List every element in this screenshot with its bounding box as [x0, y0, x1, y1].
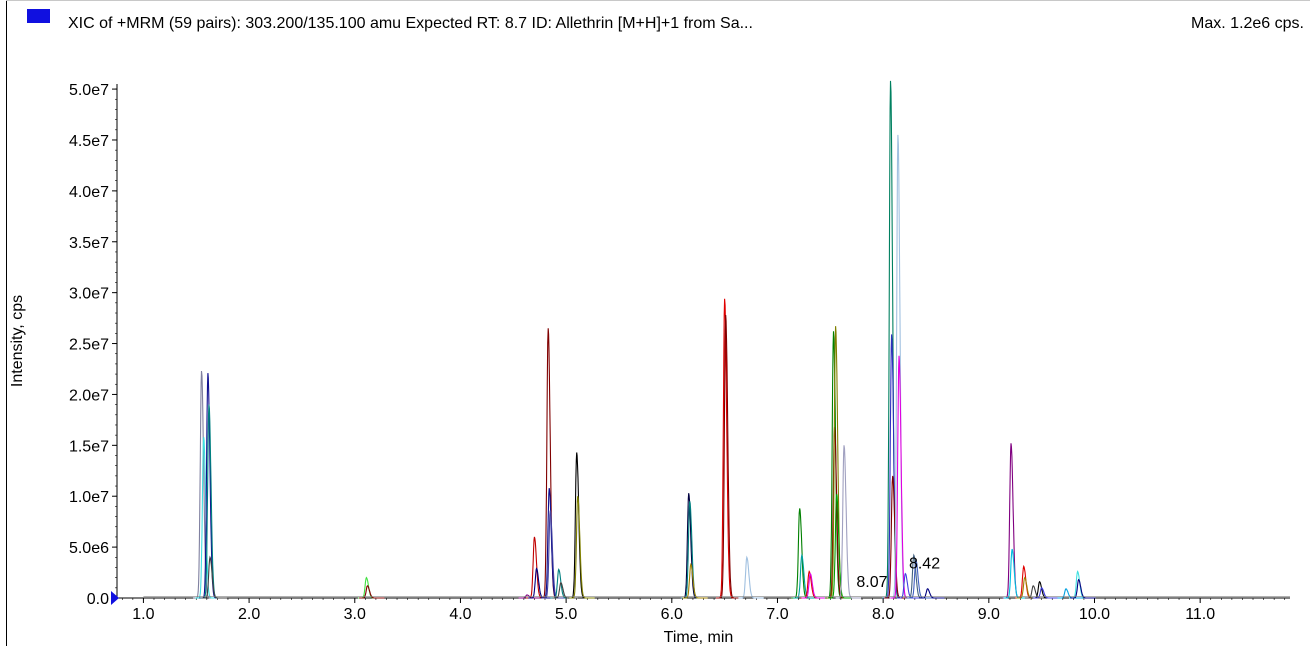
- peak-trace[interactable]: [528, 567, 554, 599]
- x-tick-label: 6.0: [661, 606, 683, 623]
- peak-trace[interactable]: [907, 558, 933, 599]
- y-tick-label: 5.0e7: [69, 82, 109, 99]
- y-tick-label: 1.5e7: [69, 438, 109, 455]
- peak-trace[interactable]: [540, 488, 567, 599]
- peak-trace[interactable]: [919, 588, 945, 599]
- peak-trace[interactable]: [896, 572, 923, 599]
- peak-trace[interactable]: [793, 553, 819, 599]
- peak-trace[interactable]: [717, 314, 743, 599]
- peak-traces: [143, 80, 1290, 599]
- peak-trace[interactable]: [801, 572, 828, 599]
- x-tick-label: 4.0: [449, 606, 471, 623]
- peak-trace[interactable]: [682, 562, 708, 599]
- x-tick-label: 9.0: [978, 606, 1000, 623]
- x-tick-label: 2.0: [238, 606, 260, 623]
- axes: 1.0 2.0 3.0 4.0 5.0 6.0 7.0 8.0 9.0 10.0 11.0 0.0 5.…: [9, 82, 1290, 646]
- max-intensity-label: Max. 1.2e6 cps.: [1191, 15, 1304, 32]
- chart-title: XIC of +MRM (59 pairs): 303.200/135.100 …: [68, 15, 753, 32]
- window-frame-left: [6, 0, 7, 646]
- annotations: 8.07 8.42: [856, 556, 940, 591]
- peak-trace[interactable]: [359, 585, 385, 599]
- peak-trace[interactable]: [1070, 578, 1096, 599]
- y-axis-title: Intensity, cps: [9, 295, 26, 387]
- y-tick-label: 3.0e7: [69, 286, 109, 303]
- peak-trace[interactable]: [738, 555, 764, 599]
- y-tick-label: 2.0e7: [69, 387, 109, 404]
- peak-trace[interactable]: [541, 510, 568, 599]
- y-tick-label: 0.0: [87, 591, 109, 608]
- x-tick-label: 10.0: [1079, 606, 1110, 623]
- y-tick-label: 5.0e6: [69, 540, 109, 557]
- x-tick-label: 8.0: [872, 606, 894, 623]
- legend-color-swatch[interactable]: [27, 9, 50, 23]
- peak-rt-annotation: 8.42: [909, 556, 940, 573]
- y-tick-label: 4.0e7: [69, 184, 109, 201]
- peak-trace[interactable]: [835, 445, 861, 599]
- window-frame-top: [6, 0, 1310, 1]
- peak-trace[interactable]: [716, 298, 742, 599]
- y-tick-label: 4.5e7: [69, 133, 109, 150]
- x-axis-title: Time, min: [664, 629, 734, 646]
- x-tick-label: 3.0: [344, 606, 366, 623]
- peak-trace[interactable]: [1033, 587, 1059, 599]
- x-tick-label: 7.0: [766, 606, 788, 623]
- x-tick-label: 11.0: [1185, 606, 1215, 623]
- peak-trace[interactable]: [201, 555, 227, 599]
- peak-trace[interactable]: [1002, 443, 1028, 599]
- y-tick-label: 3.5e7: [69, 235, 109, 252]
- origin-marker[interactable]: [111, 591, 119, 605]
- x-tick-label: 5.0: [555, 606, 577, 623]
- y-tick-label: 2.5e7: [69, 337, 109, 354]
- y-tick-label: 1.0e7: [69, 489, 109, 506]
- peak-trace[interactable]: [569, 496, 595, 599]
- x-tick-label: 1.0: [132, 606, 154, 623]
- peak-rt-annotation: 8.07: [856, 574, 887, 591]
- peak-trace[interactable]: [1057, 588, 1083, 599]
